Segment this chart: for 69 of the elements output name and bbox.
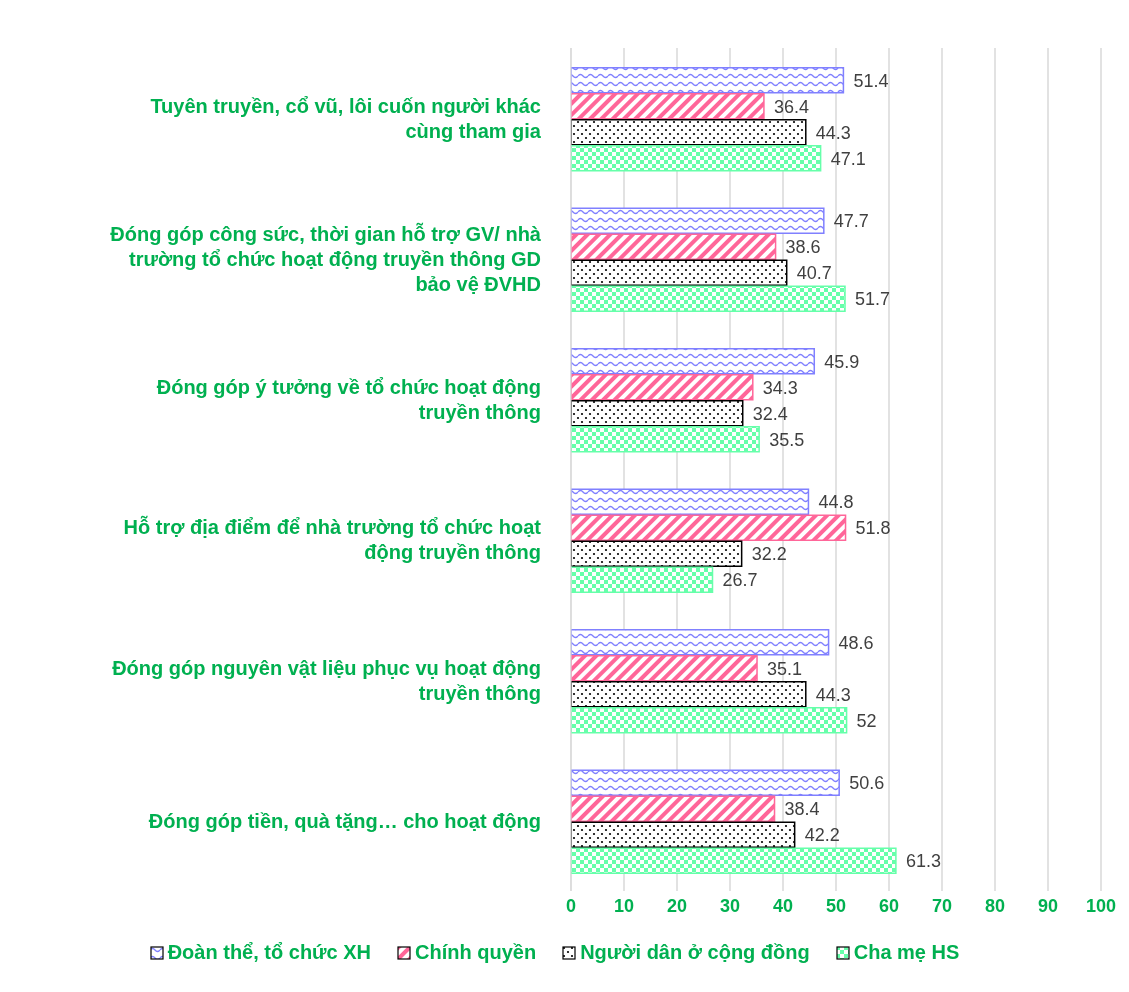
x-tick-label: 30	[719, 895, 741, 916]
bar	[571, 118, 807, 146]
legend-label: Cha mẹ HS	[852, 941, 960, 964]
data-label: 44.3	[815, 684, 851, 705]
data-label: 61.3	[905, 851, 941, 872]
y-tick-label: Tuyên truyền, cổ vũ, lôi cuốn người khác cùng tham gia	[150, 94, 542, 142]
data-label: 42.2	[804, 825, 840, 846]
data-label: 35.1	[767, 658, 803, 679]
bar	[571, 259, 788, 286]
x-tick-label: 70	[931, 895, 953, 916]
data-label: 51.8	[855, 518, 891, 539]
bar	[571, 847, 897, 874]
legend-label: Người dân ở cộng đồng	[579, 941, 810, 964]
x-tick-label: 60	[878, 895, 900, 916]
legend-label: Đoàn thể, tổ chức XH	[166, 941, 372, 964]
y-tick-label: Đóng góp nguyên vật liệu phục vụ hoạt động truyền thông	[112, 656, 541, 704]
data-label: 52	[856, 710, 877, 731]
data-label: 35.5	[769, 429, 805, 450]
data-label: 47.1	[830, 148, 866, 169]
bar	[571, 769, 840, 796]
bar	[571, 514, 847, 541]
data-label: 34.3	[762, 377, 798, 398]
bar	[571, 540, 743, 567]
x-tick-label: 40	[772, 895, 794, 916]
data-label: 38.6	[785, 237, 821, 258]
bar	[571, 347, 816, 375]
bar	[571, 566, 714, 593]
x-tick-label: 0	[565, 895, 577, 916]
x-tick-label: 100	[1085, 895, 1117, 916]
data-label: 36.4	[773, 96, 809, 117]
y-tick-label: Đóng góp ý tưởng về tổ chức hoạt động truyền thông	[156, 375, 541, 423]
y-tick-label: Đóng góp tiền, quà tặng… cho hoạt động	[148, 809, 541, 832]
bar	[571, 233, 777, 260]
bar	[571, 795, 776, 822]
x-tick-label: 90	[1037, 895, 1059, 916]
x-tick-label: 20	[666, 895, 688, 916]
data-label: 44.3	[815, 122, 851, 143]
data-label: 32.2	[751, 544, 787, 565]
data-label: 44.8	[818, 492, 854, 513]
legend-label: Chính quyền	[414, 941, 537, 964]
bar	[571, 654, 758, 682]
data-label: 26.7	[722, 570, 758, 591]
y-tick-label: Hỗ trợ địa điểm để nhà trường tổ chức hoạt động truyền thông	[123, 515, 542, 564]
bar	[571, 425, 760, 453]
bar	[571, 628, 830, 656]
x-tick-label: 50	[825, 895, 847, 916]
bar	[571, 680, 807, 708]
data-label: 50.6	[849, 773, 885, 794]
bar	[571, 92, 765, 120]
data-label: 48.6	[838, 632, 874, 653]
data-label: 51.4	[853, 70, 889, 91]
bar	[571, 488, 810, 515]
x-tick-label: 10	[613, 895, 635, 916]
bar	[571, 207, 825, 234]
data-label: 45.9	[824, 351, 860, 372]
data-label: 38.4	[784, 799, 820, 820]
bar	[571, 706, 848, 734]
bar	[571, 66, 845, 94]
bar	[571, 285, 846, 312]
data-label: 32.4	[752, 403, 788, 424]
bar	[571, 373, 754, 401]
data-label: 40.7	[796, 263, 832, 284]
bar	[571, 399, 744, 427]
data-label: 47.7	[833, 211, 869, 232]
y-tick-label: Đóng góp công sức, thời gian hỗ trợ GV/ nhà trường tổ chức hoạt động truyền thông GD bảo vệ ĐVHD	[110, 221, 542, 295]
bar	[571, 144, 822, 172]
bar	[571, 821, 796, 848]
data-label: 51.7	[855, 289, 891, 310]
x-tick-label: 80	[984, 895, 1006, 916]
